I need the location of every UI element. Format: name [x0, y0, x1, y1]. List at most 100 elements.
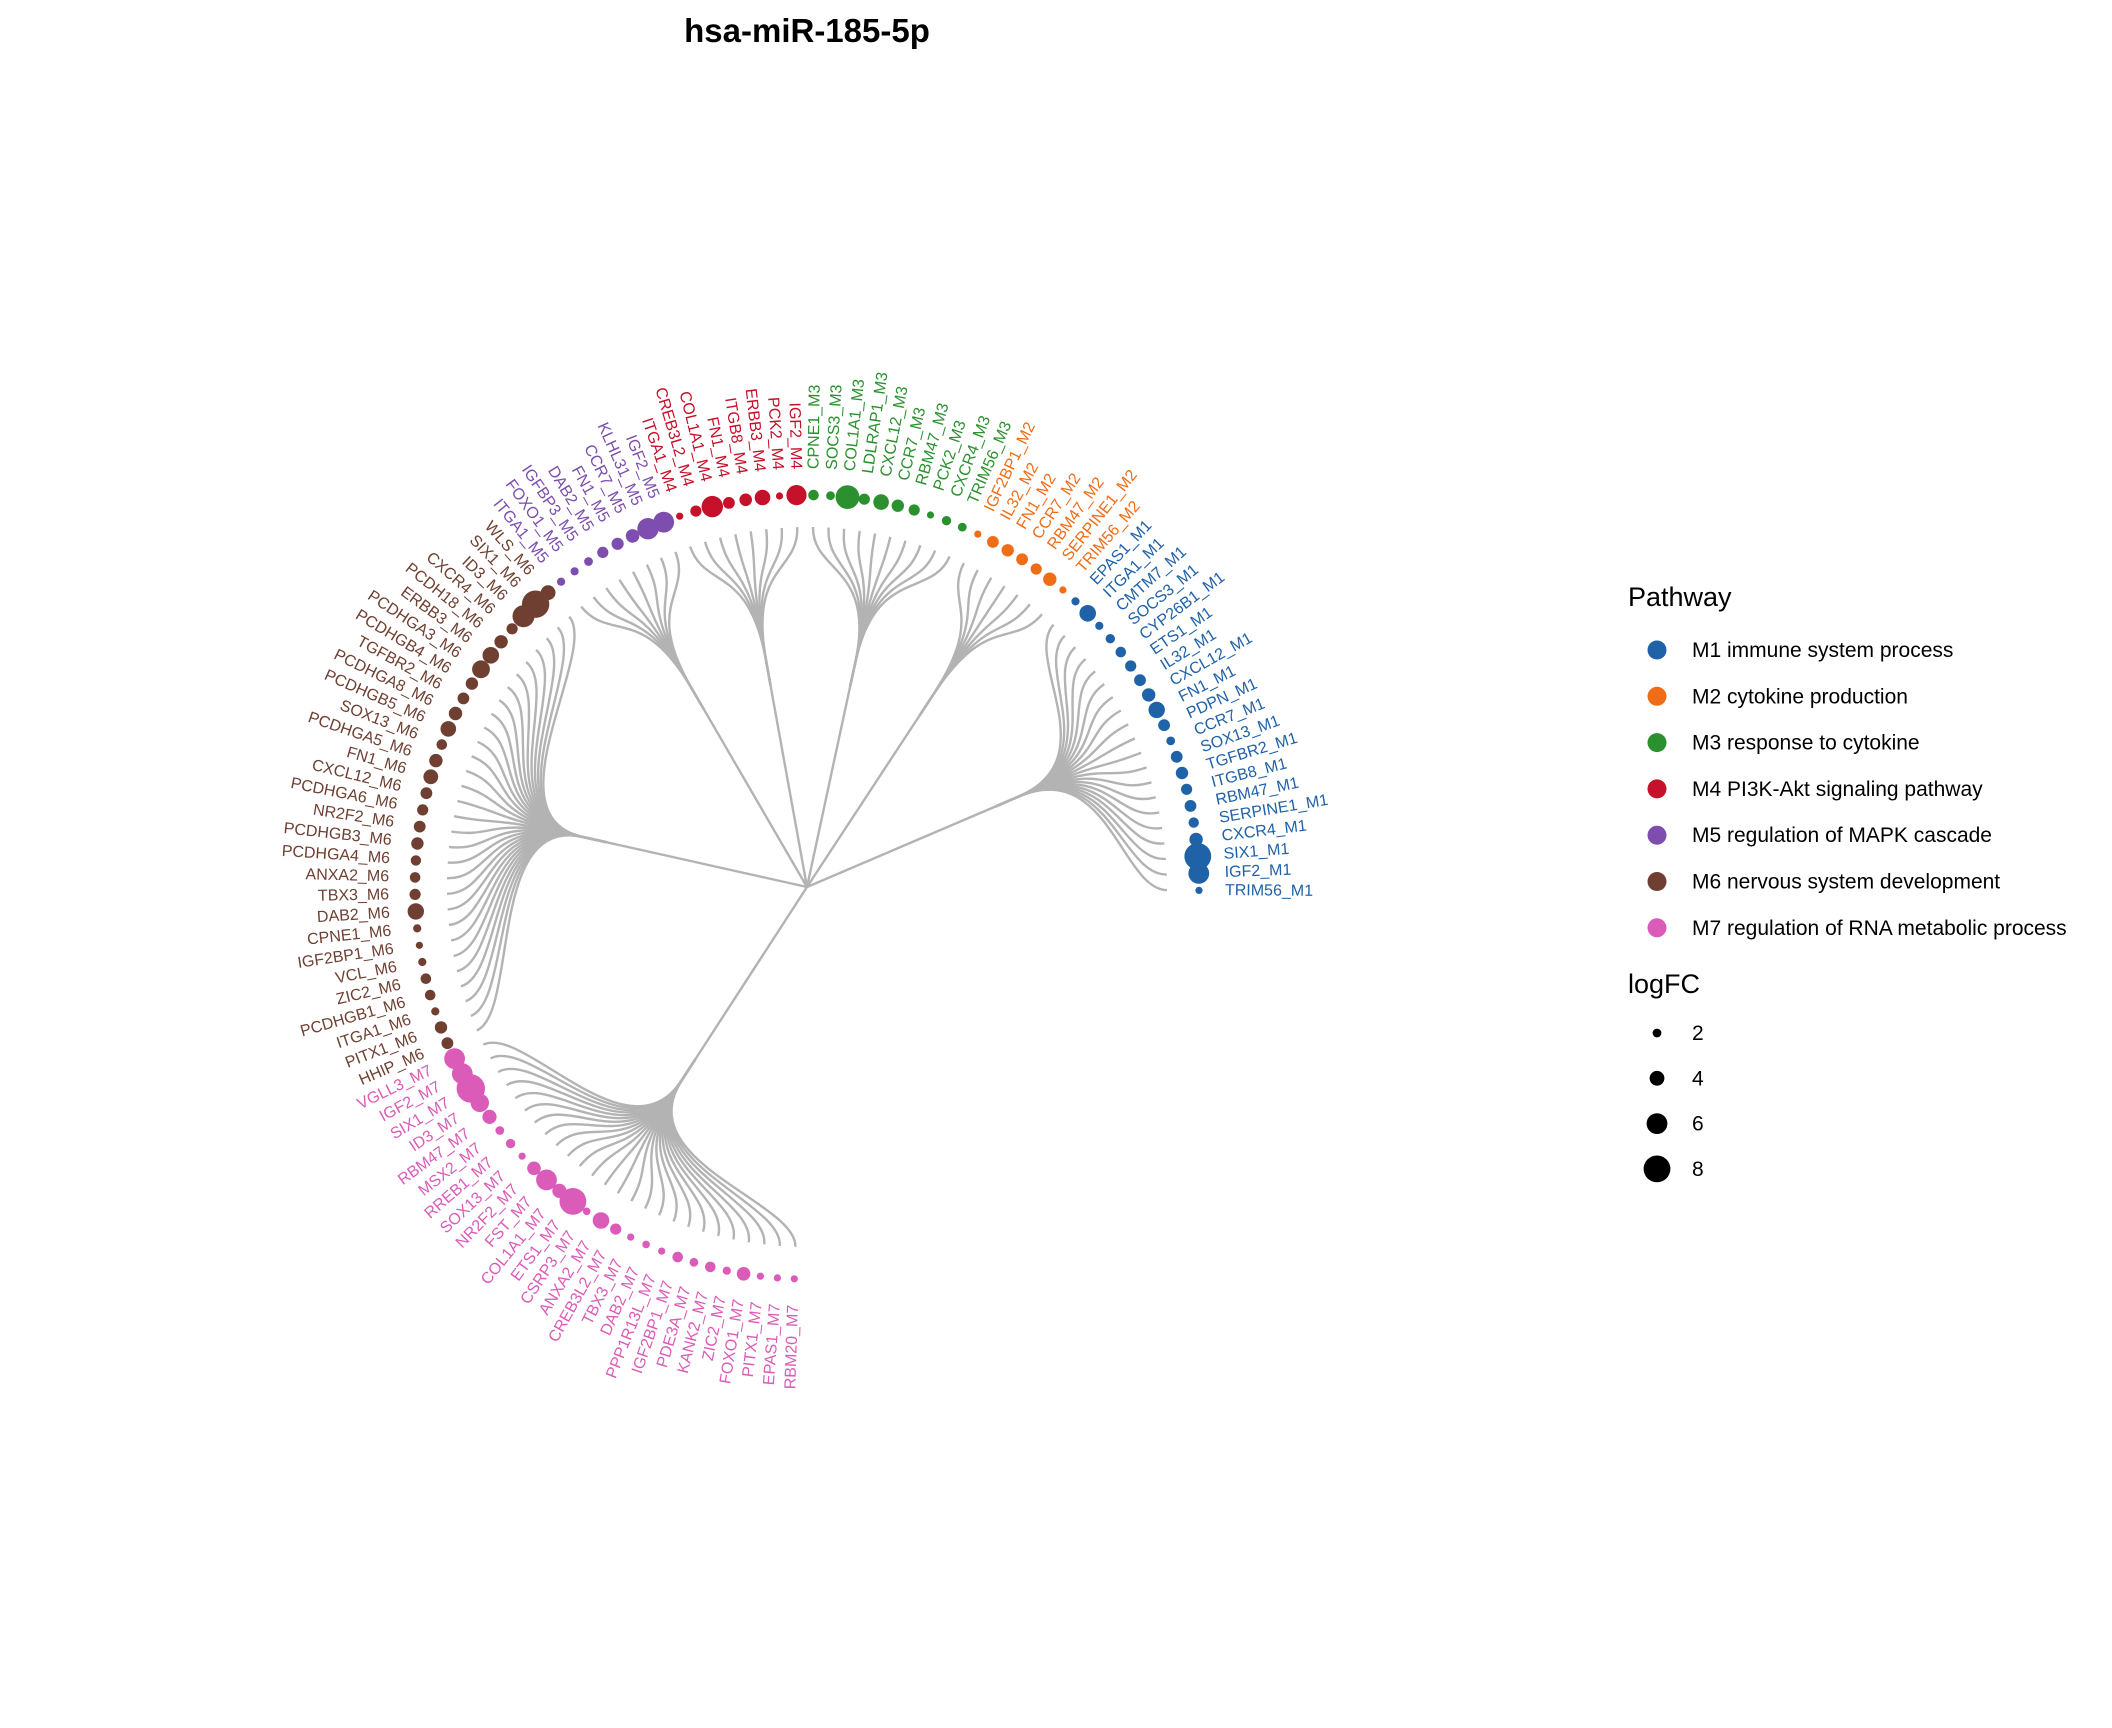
leaf-node — [672, 1251, 683, 1263]
leaf-node — [974, 530, 982, 538]
legend-pathway-swatch — [1647, 733, 1667, 753]
legend-size-label: 8 — [1692, 1158, 1704, 1181]
leaf-node — [1166, 736, 1176, 746]
leaf-node — [418, 957, 427, 967]
leaf-node — [440, 721, 457, 737]
leaf-branch — [811, 526, 861, 687]
leaf-node — [627, 1233, 635, 1241]
leaf-node — [722, 1266, 731, 1275]
leaf-label: IGF2_M1 — [1224, 862, 1291, 881]
leaf-node — [1142, 688, 1156, 702]
module-branch-m4 — [769, 685, 809, 888]
leaf-node — [1184, 800, 1197, 812]
leaf-node — [610, 1223, 622, 1235]
leaf-node — [1071, 597, 1080, 606]
legend-pathway-label: M3 response to cytokine — [1692, 732, 1920, 755]
leaf-node — [472, 660, 490, 679]
leaf-node — [410, 855, 422, 866]
leaf-node — [611, 537, 624, 550]
legend-size-entries: 2 4 6 8 — [1643, 1022, 1704, 1183]
leaf-branch — [918, 562, 965, 717]
leaf-label: SIX1_M1 — [1223, 841, 1290, 863]
leaf-labels: TRIM56_M1IGF2_M1SIX1_M1CXCR4_M1SERPINE1_… — [281, 371, 1329, 1390]
leaf-node — [423, 769, 439, 785]
leaf-node — [1148, 701, 1165, 719]
legend-pathway-swatch — [1647, 686, 1667, 706]
leaf-branch — [688, 546, 772, 686]
leaf-branch — [918, 603, 1031, 717]
leaf-node — [1059, 586, 1067, 594]
legend-size-swatch — [1649, 1070, 1665, 1086]
leaf-node — [431, 1007, 440, 1016]
leaf-node — [584, 557, 593, 566]
leaf-node — [417, 804, 429, 816]
leaf-node — [1030, 563, 1042, 575]
leaf-label: TBX3_M6 — [318, 886, 390, 904]
leaf-branch — [476, 834, 608, 1032]
leaf-node — [409, 872, 421, 883]
leaf-label: DAB2_M6 — [316, 905, 390, 927]
leaf-node — [689, 1257, 699, 1267]
legend-pathway-label: M5 regulation of MAPK cascade — [1692, 824, 1992, 847]
leaf-node — [582, 1207, 591, 1216]
leaf-node — [873, 494, 889, 510]
leaf-branch — [460, 833, 608, 988]
module-branch-m1 — [806, 805, 996, 889]
leaf-node — [739, 493, 752, 507]
leaf-node — [926, 511, 935, 519]
leaf-label: RBM20_M7 — [782, 1304, 802, 1389]
leaf-node — [494, 635, 508, 649]
leaf-branch — [995, 788, 1168, 892]
leaf-node — [676, 512, 684, 520]
legend-pathway-swatch — [1647, 779, 1667, 799]
leaf-node — [773, 1274, 782, 1282]
leaf-label: TRIM56_M1 — [1225, 882, 1313, 900]
dendrogram-branches — [447, 526, 1168, 1247]
leaf-branch — [659, 557, 706, 711]
leaf-branch — [918, 569, 979, 717]
leaf-node — [470, 1093, 489, 1113]
leaf-node — [482, 1109, 497, 1124]
module-branch-m7 — [694, 886, 809, 1060]
leaf-node — [908, 504, 920, 516]
leaf-node — [465, 677, 479, 690]
leaf-node — [1043, 572, 1057, 586]
leaf-node — [411, 837, 424, 850]
leaf-node — [642, 1240, 650, 1249]
leaf-node — [1189, 832, 1203, 847]
leaf-node — [597, 546, 609, 559]
legend-pathway-swatch — [1647, 918, 1667, 938]
leaf-node — [1181, 783, 1193, 795]
leaf-node — [723, 497, 735, 509]
legend-size-label: 6 — [1692, 1113, 1704, 1136]
leaf-node — [1001, 544, 1014, 557]
leaf-node — [1170, 750, 1183, 763]
leaf-node — [987, 536, 999, 548]
leaf-node — [434, 1021, 448, 1034]
leaf-node — [448, 706, 463, 721]
leaf-node — [436, 739, 448, 750]
leaf-node — [705, 1261, 716, 1273]
leaf-label: SOCS3_M3 — [824, 384, 846, 470]
leaf-branch — [592, 596, 706, 711]
leaf-node — [1195, 886, 1203, 895]
leaf-branch — [995, 787, 1167, 876]
leaf-node — [1184, 843, 1212, 870]
leaf-node — [826, 491, 835, 501]
leaf-node — [1175, 766, 1189, 780]
leaf-node — [941, 516, 952, 526]
leaf-label: EPAS1_M7 — [761, 1303, 784, 1386]
leaf-branch — [918, 577, 993, 717]
leaf-node — [736, 1267, 751, 1281]
leaf-branch — [533, 648, 608, 844]
leaf-branch — [465, 833, 608, 1003]
leaf-node — [658, 1247, 666, 1255]
leaf-node — [808, 489, 819, 501]
legend-size-swatch — [1643, 1155, 1671, 1183]
leaf-node — [506, 623, 518, 635]
module-branch-m6 — [606, 841, 808, 889]
leaf-node — [786, 485, 807, 506]
legend-size-label: 4 — [1692, 1067, 1704, 1090]
leaf-node — [420, 787, 433, 800]
